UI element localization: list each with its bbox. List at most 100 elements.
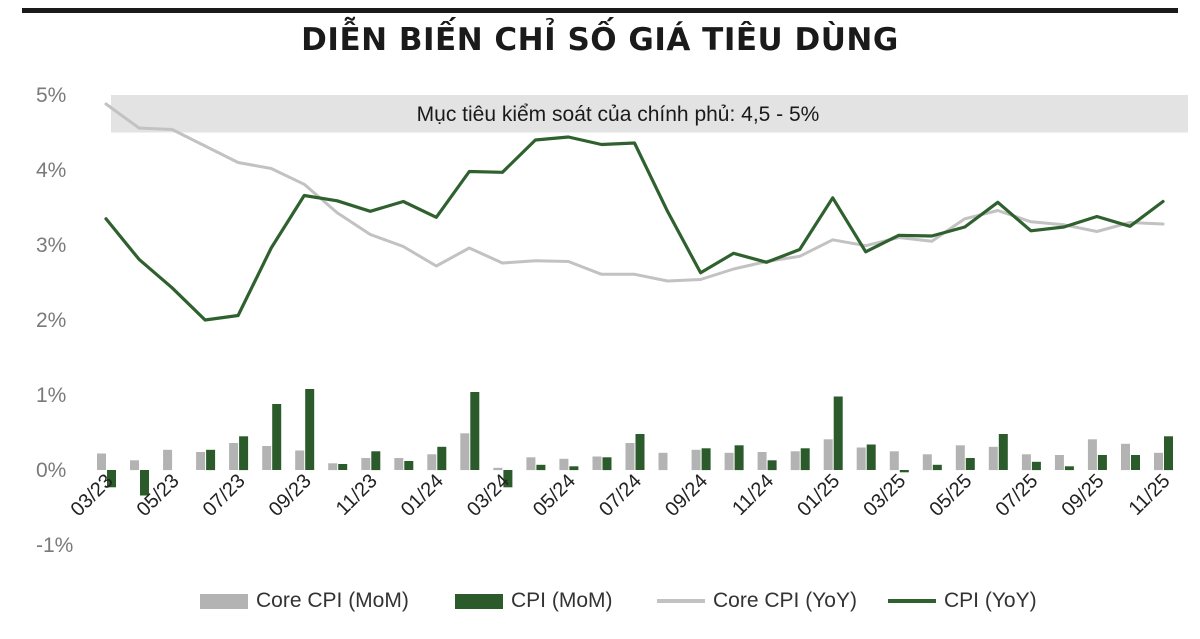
x-tick-label: 07/23 [199,470,250,521]
bar-core-cpi-mom [262,446,272,470]
bar-cpi-mom [899,470,909,473]
bar-core-cpi-mom [460,433,470,471]
chart-title: DIỄN BIẾN CHỈ SỐ GIÁ TIÊU DÙNG [301,22,899,58]
target-band [111,95,1188,133]
bar-core-cpi-mom [559,458,569,471]
y-axis-ticks: 5% 4% 3% 2% 1% 0% -1% [36,84,73,557]
bar-cpi-mom [701,448,711,471]
bar-cpi-mom [767,460,777,471]
bar-core-cpi-mom [328,463,338,471]
bar-cpi-mom [1164,436,1173,471]
legend-cpi-mom: CPI (MoM) [455,586,613,616]
y-tick-label: 1% [36,384,66,407]
x-tick-label: 05/24 [529,470,580,521]
bar-cpi-mom [536,464,546,471]
bar-cpi-mom [437,446,447,471]
bar-core-cpi-mom [757,452,767,470]
bar-core-cpi-mom [1054,455,1064,470]
x-tick-label: 11/23 [332,470,382,520]
bar-core-cpi-mom [889,451,899,471]
x-tick-label: 09/24 [661,470,712,521]
x-tick-label: 01/24 [397,470,448,521]
legend-swatch-core-yoy [657,599,705,603]
bar-core-cpi-mom [394,458,404,470]
line-core-cpi-yoy [104,102,1165,283]
bar-core-cpi-mom [790,451,800,471]
bar-cpi-mom [470,392,480,470]
bar-cpi-mom [107,470,116,488]
bar-core-cpi-mom [1154,452,1163,471]
legend-swatch-cpi-yoy [888,599,936,603]
bar-core-cpi-mom [955,445,965,471]
x-tick-label: 11/24 [728,470,778,520]
legend-label-core-yoy: Core CPI (YoY) [713,589,857,612]
target-band-layer: Mục tiêu kiểm soát của chính phủ: 4,5 - … [111,95,1188,133]
legend-label-core-mom: Core CPI (MoM) [256,589,409,612]
legend-label-cpi-mom: CPI (MoM) [511,589,613,612]
legend-core-cpi-yoy: Core CPI (YoY) [657,586,857,616]
bar-core-cpi-mom [295,450,305,470]
bar-core-cpi-mom [163,449,173,471]
y-tick-label: 5% [36,84,66,107]
x-tick-label: 07/24 [595,470,646,521]
bar-core-cpi-mom [1021,454,1031,471]
y-tick-label: -1% [36,534,73,557]
bar-cpi-mom [1064,466,1074,471]
bar-core-cpi-mom [592,456,602,470]
bar-layer [97,389,1173,496]
legend-label-cpi-yoy: CPI (YoY) [944,589,1037,612]
bar-cpi-mom [1097,455,1107,470]
bar-core-cpi-mom [1121,443,1130,471]
bar-cpi-mom [833,396,843,470]
bar-core-cpi-mom [922,454,932,471]
bar-core-cpi-mom [625,443,635,470]
bar-core-cpi-mom [229,443,239,470]
bar-cpi-mom [1031,461,1041,471]
bar-core-cpi-mom [823,439,833,470]
bar-cpi-mom [404,461,414,470]
bar-core-cpi-mom [526,457,536,471]
y-tick-label: 3% [36,234,66,257]
bar-core-cpi-mom [361,458,371,470]
bar-core-cpi-mom [691,449,701,471]
legend: Core CPI (MoM) CPI (MoM) Core CPI (YoY) … [0,586,1200,616]
bar-cpi-mom [272,404,282,470]
target-band-label: Mục tiêu kiểm soát của chính phủ: 4,5 - … [417,103,820,126]
x-tick-label: 09/23 [265,470,316,521]
bar-cpi-mom [371,451,381,471]
bar-cpi-mom [305,389,315,470]
line-layer [104,102,1165,322]
bar-cpi-mom [338,464,348,470]
bar-cpi-mom [965,458,975,470]
x-tick-label: 07/25 [991,470,1042,521]
bar-cpi-mom [1131,455,1140,470]
cpi-chart: Mục tiêu kiểm soát của chính phủ: 4,5 - … [36,84,1188,557]
bar-cpi-mom [503,470,513,488]
bar-cpi-mom [140,470,149,496]
bar-cpi-mom [239,436,249,471]
legend-swatch-cpi-mom [455,593,503,609]
x-tick-label: 11/25 [1125,470,1175,520]
bar-cpi-mom [998,434,1008,470]
bar-core-cpi-mom [724,452,734,471]
top-rule [22,8,1178,13]
legend-swatch-core-mom [200,593,248,609]
bar-cpi-mom [932,464,942,471]
x-tick-label: 01/25 [793,470,844,521]
bar-cpi-mom [734,445,744,471]
bar-core-cpi-mom [988,446,998,471]
bar-core-cpi-mom [97,453,106,470]
bar-cpi-mom [866,444,876,470]
bar-cpi-mom [206,449,216,471]
bar-core-cpi-mom [1087,439,1097,470]
line-cpi-yoy [104,135,1165,322]
x-tick-label: 09/25 [1058,470,1109,521]
bar-cpi-mom [602,457,612,471]
legend-core-cpi-mom: Core CPI (MoM) [200,586,409,616]
bar-core-cpi-mom [856,447,866,470]
x-tick-label: 03/25 [859,470,910,521]
y-tick-label: 2% [36,309,66,332]
bar-core-cpi-mom [493,467,503,471]
x-tick-label: 05/25 [925,470,976,521]
bar-core-cpi-mom [427,454,437,471]
